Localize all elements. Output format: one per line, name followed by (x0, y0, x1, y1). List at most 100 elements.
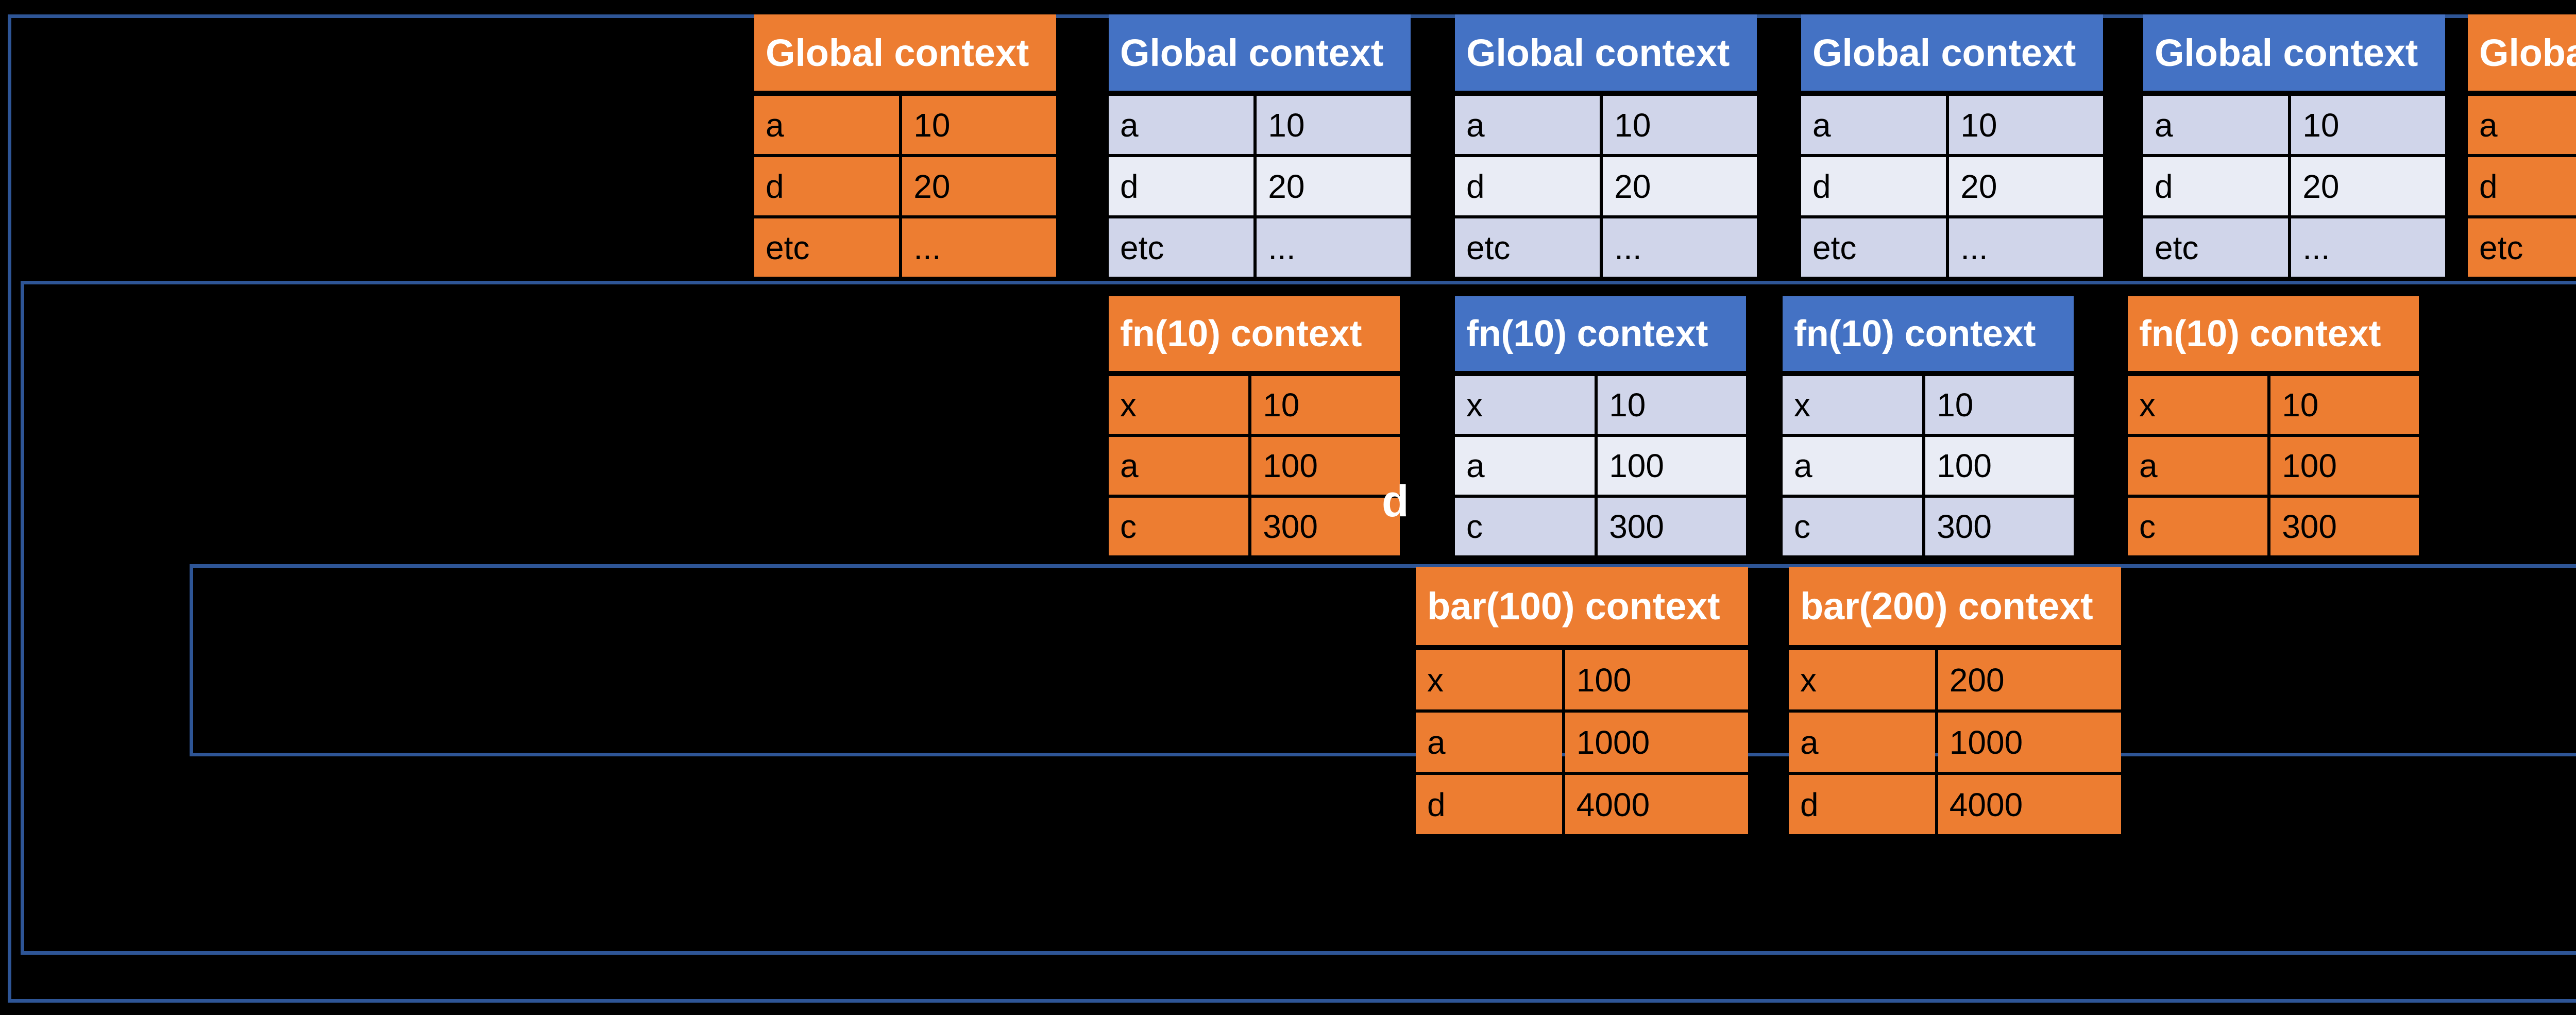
variable-name-cell: d (754, 157, 900, 215)
global-context-6-rows: a10d20etc... (2468, 96, 2576, 277)
fn-context-3-table: fn(10) context x 10 a 100 c 300 (1783, 296, 2074, 559)
variable-value-cell: 1000 (1565, 713, 1748, 772)
fn-context-1-title: fn(10) context (1109, 296, 1400, 371)
global-context-1-table: Global context a 10 d 20 etc... (754, 14, 1056, 280)
variable-name-cell: a (754, 96, 900, 154)
variable-name-cell: d (1416, 775, 1562, 834)
variable-value-cell: 10 (1598, 376, 1746, 434)
global-context-1-rows: a 10 d 20 etc... (754, 96, 1056, 277)
variable-value-cell: 100 (1598, 437, 1746, 495)
variable-value-cell: 1000 (1938, 713, 2121, 772)
table-row: etc... (754, 218, 1056, 277)
bar-context-2-title: bar(200) context (1789, 567, 2121, 645)
fn-context-4-table: fn(10) context x 10 a 100 c 300 (2128, 296, 2419, 559)
variable-value-cell: ... (902, 218, 1056, 277)
global-context-5-rows: a 10 d 20 etc... (2143, 96, 2445, 277)
table-row: x 10 (2128, 376, 2419, 434)
variable-name-cell: d (2468, 157, 2576, 215)
global-context-5-title: Global context (2143, 14, 2445, 91)
fn-context-2-rows: x 10 a 100 c 300 (1455, 376, 1746, 555)
global-context-3-title: Global context (1455, 14, 1757, 91)
table-row: x 200 (1789, 650, 2121, 709)
variable-name-cell: c (1783, 498, 1923, 555)
table-row: etc... (2143, 218, 2445, 277)
variable-name-cell: x (2128, 376, 2268, 434)
variable-value-cell: 20 (902, 157, 1056, 215)
variable-value-cell: 4000 (1938, 775, 2121, 834)
table-row: d20 (2468, 157, 2576, 215)
variable-value-cell: 300 (1251, 498, 1400, 555)
variable-name-cell: c (1109, 498, 1249, 555)
variable-name-cell: a (1789, 713, 1935, 772)
fn-context-4-rows: x 10 a 100 c 300 (2128, 376, 2419, 555)
fn-context-3-rows: x 10 a 100 c 300 (1783, 376, 2074, 555)
table-row: a10 (2468, 96, 2576, 154)
global-context-6-table: Global contexta10d20etc... (2468, 14, 2576, 280)
variable-value-cell: 100 (1251, 437, 1400, 495)
fn-context-2-title: fn(10) context (1455, 296, 1746, 371)
variable-name-cell: a (1801, 96, 1946, 154)
fn-context-1-rows: x 10 a 100 c 300 (1109, 376, 1400, 555)
table-row: a 100 (1109, 437, 1400, 495)
variable-value-cell: 10 (1257, 96, 1411, 154)
variable-name-cell: etc (1801, 218, 1946, 277)
variable-name-cell: a (1109, 96, 1254, 154)
bar-context-2-rows: x 200 a 1000 d 4000 (1789, 650, 2121, 834)
variable-value-cell: ... (1257, 218, 1411, 277)
bar-context-2-table: bar(200) context x 200 a 1000 d 4000 (1789, 567, 2121, 839)
variable-value-cell: ... (1603, 218, 1757, 277)
global-context-4-table: Global context a 10 d 20 etc... (1801, 14, 2103, 280)
variable-name-cell: c (1455, 498, 1595, 555)
fn-scope-frame (21, 281, 2576, 955)
table-row: d 4000 (1789, 775, 2121, 834)
global-context-3-rows: a 10 d 20 etc... (1455, 96, 1757, 277)
global-context-3-table: Global context a 10 d 20 etc... (1455, 14, 1757, 280)
variable-name-cell: a (2468, 96, 2576, 154)
variable-value-cell: 20 (1257, 157, 1411, 215)
variable-name-cell: x (1455, 376, 1595, 434)
table-row: c 300 (1109, 498, 1400, 555)
variable-value-cell: 10 (1949, 96, 2103, 154)
variable-name-cell: a (1455, 96, 1600, 154)
variable-name-cell: a (1455, 437, 1595, 495)
variable-name-cell: a (2143, 96, 2289, 154)
variable-value-cell: 100 (1565, 650, 1748, 709)
table-row: etc... (1801, 218, 2103, 277)
stray-glyph: d (1382, 477, 1409, 526)
fn-context-3-title: fn(10) context (1783, 296, 2074, 371)
variable-name-cell: d (1801, 157, 1946, 215)
global-context-6-title: Global context (2468, 14, 2576, 91)
global-context-2-rows: a 10 d 20 etc... (1109, 96, 1411, 277)
variable-name-cell: x (1416, 650, 1562, 709)
table-row: etc... (1109, 218, 1411, 277)
variable-value-cell: 4000 (1565, 775, 1748, 834)
variable-value-cell: 10 (1603, 96, 1757, 154)
table-row: c 300 (1783, 498, 2074, 555)
table-row: a 100 (1455, 437, 1746, 495)
variable-name-cell: a (2128, 437, 2268, 495)
variable-name-cell: x (1789, 650, 1935, 709)
variable-value-cell: 20 (1603, 157, 1757, 215)
table-row: a 100 (2128, 437, 2419, 495)
variable-value-cell: 10 (902, 96, 1056, 154)
table-row: a 1000 (1416, 713, 1748, 772)
fn-context-1-table: fn(10) context x 10 a 100 c 300 (1109, 296, 1400, 559)
variable-name-cell: etc (2143, 218, 2289, 277)
global-context-5-table: Global context a 10 d 20 etc... (2143, 14, 2445, 280)
table-row: x 10 (1783, 376, 2074, 434)
variable-name-cell: d (1789, 775, 1935, 834)
table-row: a 100 (1783, 437, 2074, 495)
fn-context-4-title: fn(10) context (2128, 296, 2419, 371)
table-row: a 1000 (1789, 713, 2121, 772)
global-context-1-title: Global context (754, 14, 1056, 91)
variable-value-cell: 200 (1938, 650, 2121, 709)
variable-name-cell: etc (2468, 218, 2576, 277)
variable-name-cell: etc (1455, 218, 1600, 277)
variable-value-cell: 300 (2270, 498, 2419, 555)
variable-value-cell: 20 (1949, 157, 2103, 215)
